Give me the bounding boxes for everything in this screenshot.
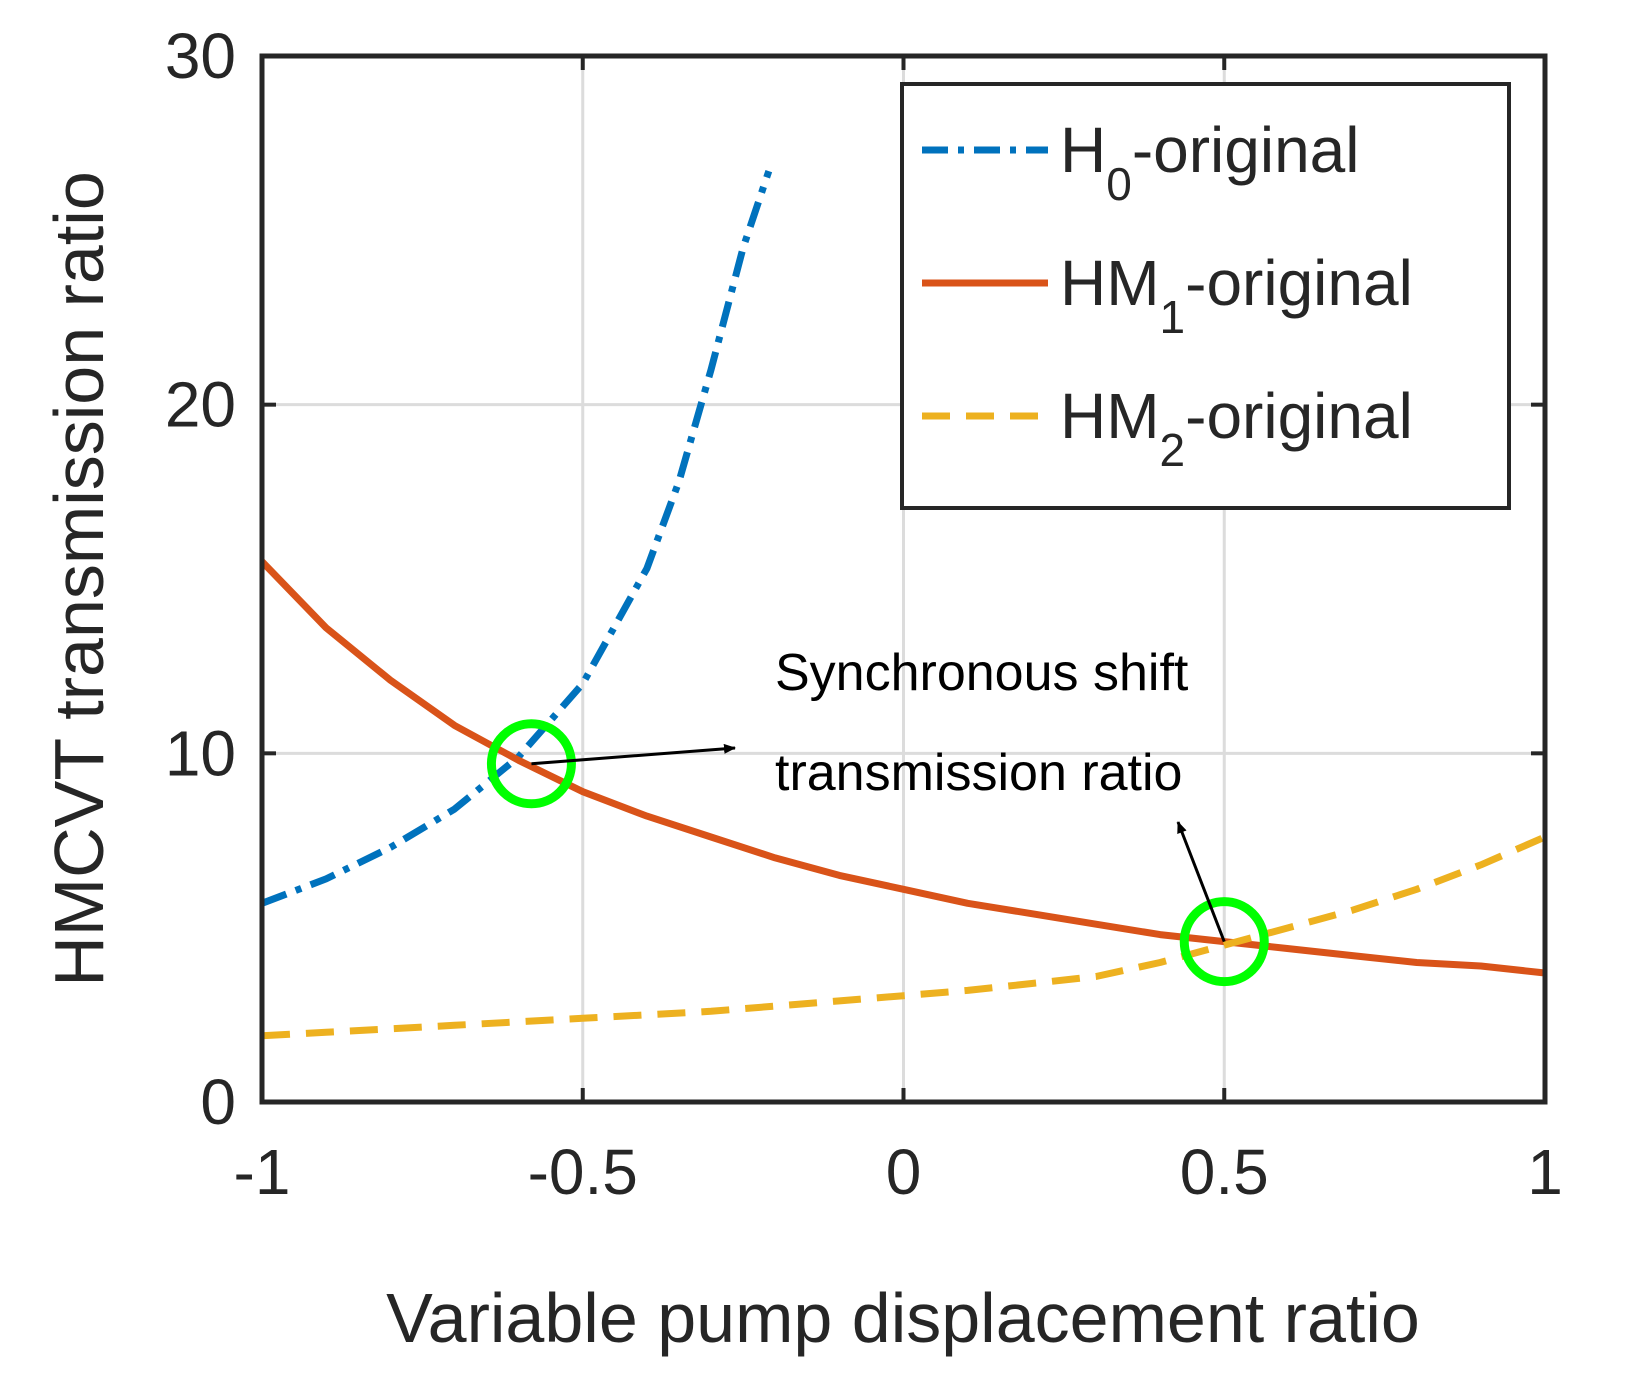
x-tick-label: 0.5 bbox=[1180, 1136, 1269, 1208]
marker-group bbox=[486, 719, 1269, 987]
y-tick-label: 0 bbox=[200, 1066, 236, 1138]
y-tick-label: 30 bbox=[165, 20, 236, 92]
legend-label-2: HM1-original bbox=[1060, 247, 1413, 343]
series-line-1 bbox=[260, 169, 773, 907]
legend-box bbox=[900, 82, 1511, 510]
legend: H0-original HM1-original HM2-original bbox=[900, 82, 1511, 510]
x-tick-label: -1 bbox=[234, 1136, 291, 1208]
y-tick-label: 20 bbox=[165, 369, 236, 441]
x-axis-title: Variable pump displacement ratio bbox=[386, 1279, 1420, 1357]
y-axis-title: HMCVT transmission ratio bbox=[40, 171, 118, 987]
legend-label-1: H0-original bbox=[1060, 114, 1359, 210]
series-line-2 bbox=[259, 559, 1546, 977]
intersection-2-marker bbox=[1179, 897, 1269, 987]
annotation-arrow-2 bbox=[1176, 821, 1226, 943]
x-tick-label: -0.5 bbox=[528, 1136, 638, 1208]
annotation-line-1: Synchronous shift bbox=[775, 644, 1189, 702]
annotation-arrow-1 bbox=[531, 743, 736, 766]
y-tick-label: 10 bbox=[165, 717, 236, 789]
series-group bbox=[259, 169, 1547, 1040]
intersection-1-marker bbox=[486, 719, 576, 809]
x-tick-label: 1 bbox=[1527, 1136, 1563, 1208]
annotation-line-2: transmission ratio bbox=[775, 744, 1182, 802]
legend-label-3: HM2-original bbox=[1060, 380, 1413, 476]
annotation: Synchronous shift transmission ratio bbox=[531, 644, 1226, 943]
x-tick-label: 0 bbox=[886, 1136, 922, 1208]
series-line-3 bbox=[261, 833, 1547, 1040]
